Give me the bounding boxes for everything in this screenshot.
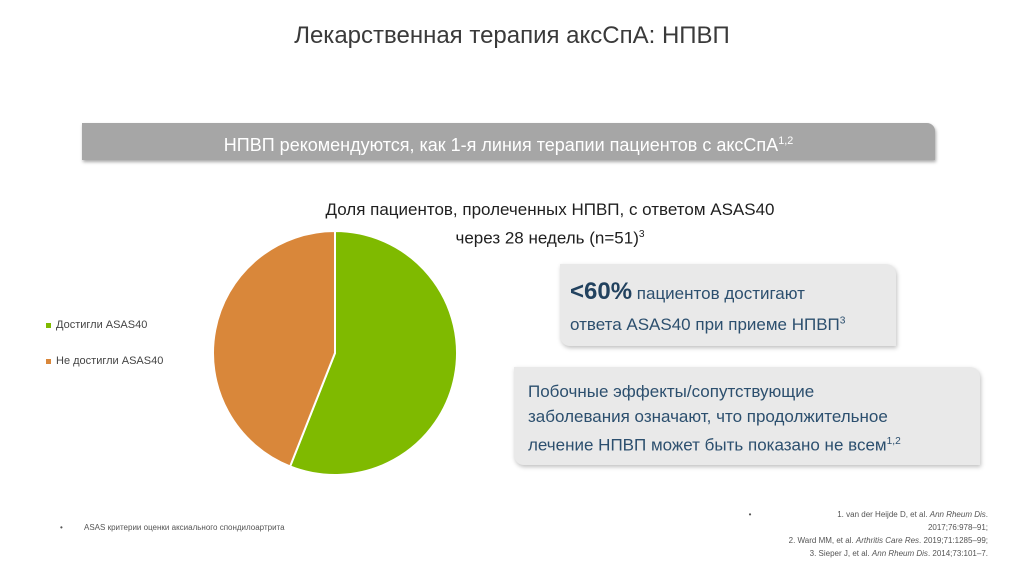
callout2-sup: 1,2 [886,436,901,447]
banner-sup: 1,2 [778,135,794,147]
asas40-callout: <60% пациентов достигают ответа ASAS40 п… [560,264,896,346]
callout1-line2: ответа ASAS40 при приеме НПВП [570,315,840,334]
side-effects-callout: Побочные эффекты/сопутствующие заболеван… [514,367,980,465]
chart-title-line1: Доля пациентов, пролеченных НПВП, с отве… [325,200,775,219]
pie-slice-not-achieved [212,230,336,468]
callout2-line1: Побочные эффекты/сопутствующие [528,382,815,401]
banner-text: НПВП рекомендуются, как 1-я линия терапи… [223,135,779,155]
chart-title-line2: через 28 недель (n=51) [455,228,639,248]
references-bullet: • [748,510,752,519]
callout2-line2: заболевания означают, что продолжительно… [528,407,888,426]
legend-item-not-achieved: Не достигли ASAS40 [46,354,163,368]
references: • 1. van der Heijde D, et al. Ann Rheum … [749,508,988,560]
legend-label-achieved: Достигли ASAS40 [56,319,148,331]
chart-title-sup: 3 [638,229,645,240]
legend-swatch-not-achieved [46,358,51,364]
recommendation-banner: НПВП рекомендуются, как 1-я линия терапи… [82,123,935,160]
legend-swatch-achieved [46,322,51,328]
callout1-sup: 3 [839,315,846,327]
chart-title: Доля пациентов, пролеченных НПВП, с отве… [280,197,820,251]
callout2-line3: лечение НПВП может быть показано не всем [528,435,887,455]
legend-label-not-achieved: Не достигли ASAS40 [56,355,164,367]
reference-2: 2. Ward MM, et al. Arthritis Care Res. 2… [788,536,988,545]
legend-item-achieved: Достигли ASAS40 [46,318,163,332]
reference-1-cont: 2017;76:978–91; [927,523,988,532]
reference-3: 3. Sieper J, et al. Ann Rheum Dis. 2014;… [809,549,988,558]
chart-legend: Достигли ASAS40 Не достигли ASAS40 [46,318,163,390]
reference-1: 1. van der Heijde D, et al. Ann Rheum Di… [837,510,988,519]
pie-chart [212,230,458,476]
footnote-text: ASAS критерии оценки аксиального спондил… [84,523,285,532]
callout1-line1: пациентов достигают [632,284,805,303]
page-title: Лекарственная терапия аксСпА: НПВП [294,22,730,49]
footnote-bullet: • [60,523,63,532]
percent-value: <60% [570,278,633,305]
pie-slice-achieved [288,230,458,476]
